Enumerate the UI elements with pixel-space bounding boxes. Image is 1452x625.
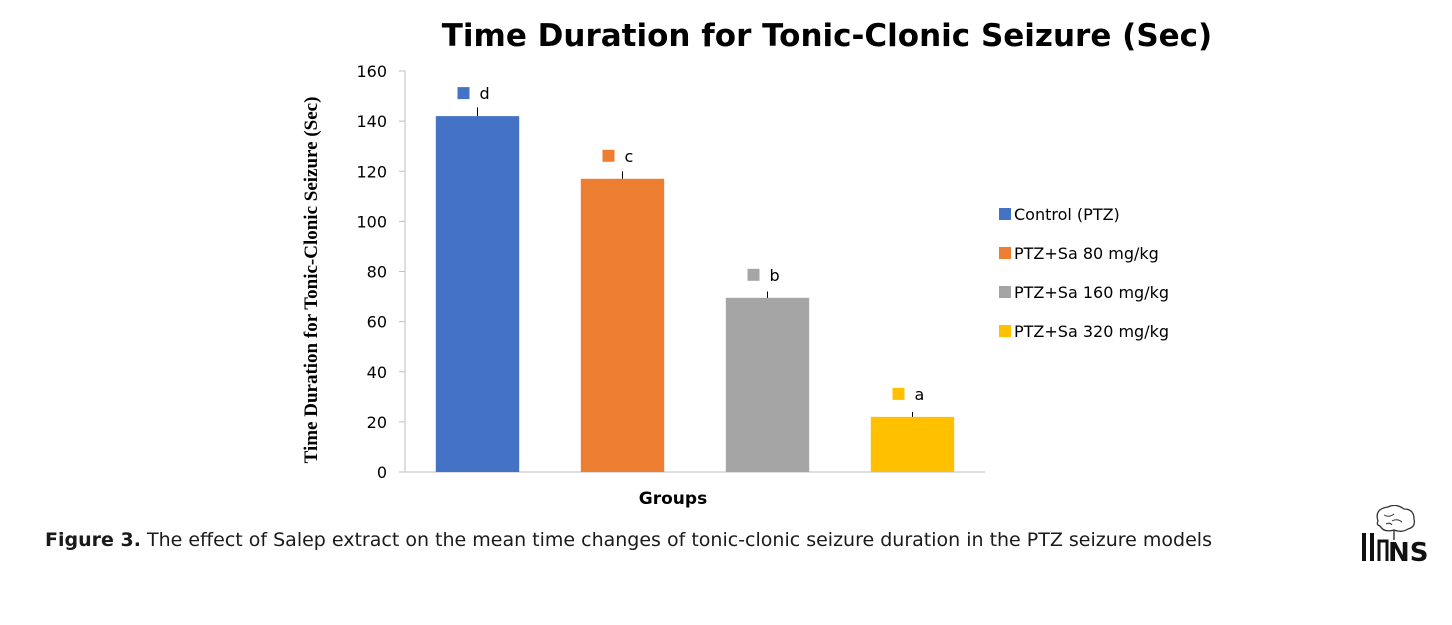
figure-caption: Figure 3. The effect of Salep extract on… bbox=[45, 529, 1212, 551]
chart-title: Time Duration for Tonic-Clonic Seizure (… bbox=[442, 18, 1212, 54]
significance-label: a bbox=[915, 385, 925, 404]
legend-entry: Control (PTZ) bbox=[1014, 205, 1120, 224]
y-tick-label: 160 bbox=[356, 62, 387, 81]
bar bbox=[435, 116, 520, 473]
significance-marker bbox=[457, 87, 470, 100]
y-tick-label: 120 bbox=[356, 162, 387, 181]
y-tick-label: 140 bbox=[356, 112, 387, 131]
bar bbox=[580, 178, 665, 473]
y-tick-label: 40 bbox=[367, 363, 387, 382]
legend: Control (PTZ) PTZ+Sa 80 mg/kg PTZ+Sa 160 m… bbox=[999, 205, 1169, 341]
y-tick-label: 20 bbox=[367, 413, 387, 432]
significance-label: c bbox=[625, 147, 634, 166]
y-tick-label: 100 bbox=[356, 212, 387, 231]
caption-text: The effect of Salep extract on the mean … bbox=[140, 529, 1212, 551]
legend-entry: PTZ+Sa 160 mg/kg bbox=[1014, 283, 1169, 302]
legend-entry: PTZ+Sa 80 mg/kg bbox=[1014, 244, 1159, 263]
legend-swatch bbox=[999, 208, 1011, 220]
bar bbox=[725, 297, 810, 472]
caption-label: Figure 3. bbox=[45, 529, 141, 551]
significance-marker bbox=[602, 149, 615, 162]
bar-chart: Time Duration for Tonic-Clonic Seizure (… bbox=[301, 18, 1212, 509]
journal-logo: NS bbox=[1362, 505, 1429, 567]
legend-entry: PTZ+Sa 320 mg/kg bbox=[1014, 322, 1169, 341]
significance-marker bbox=[892, 387, 905, 400]
y-tick-label: 80 bbox=[367, 263, 387, 282]
legend-swatch bbox=[999, 325, 1011, 337]
y-tick-label: 0 bbox=[377, 463, 387, 482]
bars: d c b a bbox=[435, 84, 955, 473]
axes: 0 20 40 60 80 100 120 140 160 bbox=[356, 62, 985, 482]
logo-text: NS bbox=[1388, 538, 1429, 567]
bar bbox=[870, 416, 955, 472]
y-tick-label: 60 bbox=[367, 313, 387, 332]
y-axis-label: Time Duration for Tonic-Clonic Seizure (… bbox=[301, 97, 322, 464]
significance-label: d bbox=[480, 84, 490, 103]
significance-marker bbox=[747, 268, 760, 281]
legend-swatch bbox=[999, 286, 1011, 298]
legend-swatch bbox=[999, 247, 1011, 259]
x-axis-label: Groups bbox=[639, 489, 707, 509]
significance-label: b bbox=[770, 266, 780, 285]
